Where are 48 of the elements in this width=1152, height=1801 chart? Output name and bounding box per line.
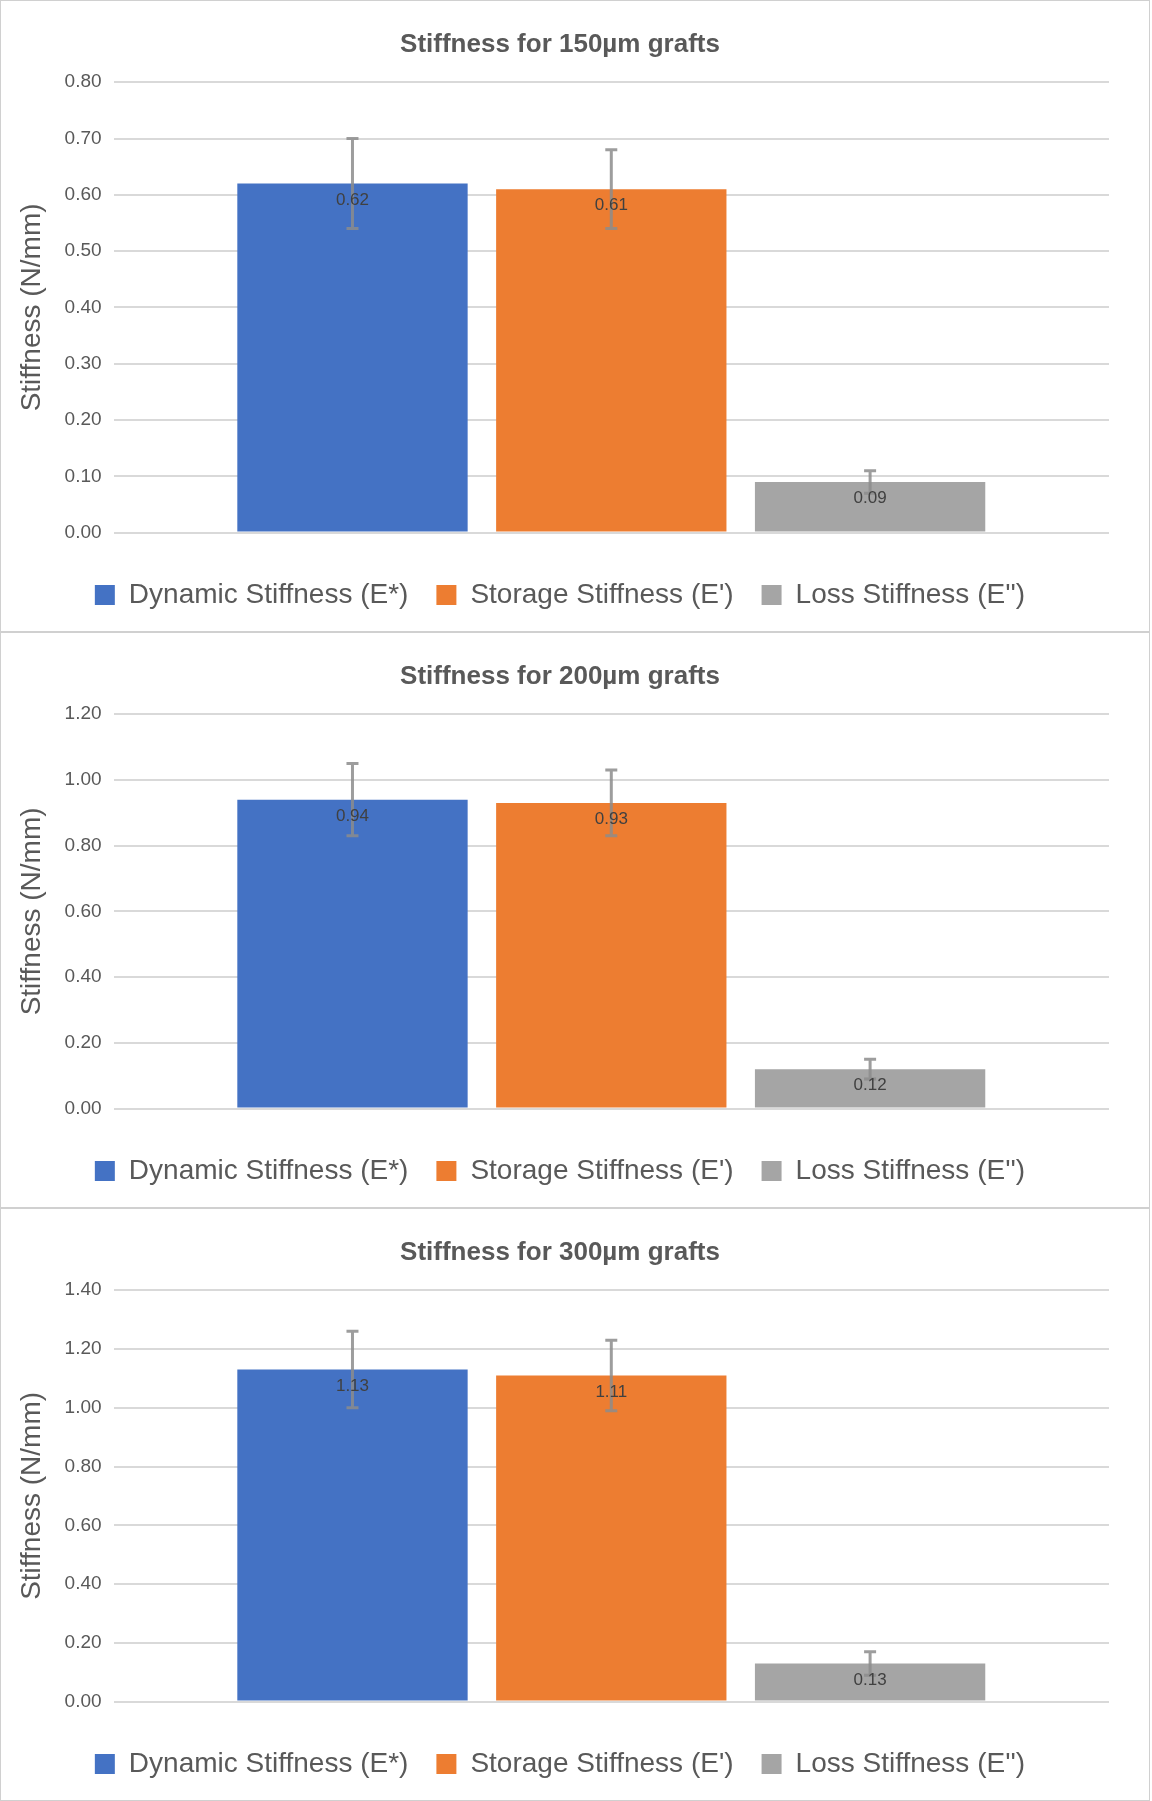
y-tick-label: 0.40 [64, 1572, 102, 1594]
y-tick-label: 0.70 [64, 126, 102, 148]
y-tick-label: 0.80 [64, 833, 102, 855]
y-tick-label: 1.00 [64, 768, 102, 790]
data-label: 0.09 [853, 488, 887, 508]
y-tick-label: 0.80 [64, 70, 102, 92]
y-axis-title: Stiffness (N/mm) [14, 1391, 46, 1600]
legend-label: Storage Stiffness (E') [470, 1153, 734, 1185]
legend-label: Dynamic Stiffness (E*) [128, 1746, 409, 1778]
data-label: 0.12 [853, 1075, 887, 1095]
y-axis-title: Stiffness (N/mm) [14, 203, 46, 412]
y-tick-label: 0.00 [64, 1096, 102, 1118]
data-label: 0.94 [335, 805, 370, 825]
legend-label: Loss Stiffness (E'') [795, 577, 1026, 609]
y-tick-label: 1.40 [64, 1278, 102, 1300]
legend-label: Dynamic Stiffness (E*) [128, 1153, 409, 1185]
y-tick-label: 0.10 [64, 464, 102, 486]
y-tick-label: 0.20 [64, 408, 102, 430]
y-tick-label: 1.20 [64, 1337, 102, 1359]
y-tick-label: 0.00 [64, 1689, 102, 1711]
y-tick-label: 1.00 [64, 1395, 102, 1417]
chart-title: Stiffness for 300µm grafts [400, 1235, 720, 1266]
y-tick-label: 1.20 [64, 702, 102, 724]
data-label: 0.13 [853, 1669, 887, 1689]
y-tick-label: 0.20 [64, 1031, 102, 1053]
legend-label: Storage Stiffness (E') [470, 577, 734, 609]
y-tick-label: 0.20 [64, 1631, 102, 1653]
y-tick-label: 0.40 [64, 965, 102, 987]
legend-label: Loss Stiffness (E'') [795, 1153, 1026, 1185]
chart-title: Stiffness for 150µm grafts [400, 27, 720, 58]
y-tick-label: 0.00 [64, 520, 102, 542]
legend-label: Dynamic Stiffness (E*) [128, 577, 409, 609]
legend-label: Storage Stiffness (E') [470, 1746, 734, 1778]
y-tick-label: 0.60 [64, 183, 102, 205]
data-label: 0.93 [594, 809, 628, 829]
data-label: 1.11 [595, 1381, 628, 1401]
y-tick-label: 0.40 [64, 295, 102, 317]
y-tick-label: 0.60 [64, 1513, 102, 1535]
y-tick-label: 0.80 [64, 1454, 102, 1476]
y-tick-label: 0.50 [64, 239, 102, 261]
data-label: 1.13 [335, 1375, 370, 1395]
y-tick-label: 0.30 [64, 351, 102, 373]
y-axis-title: Stiffness (N/mm) [14, 807, 46, 1016]
data-label: 0.61 [594, 195, 628, 215]
chart-title: Stiffness for 200µm grafts [400, 659, 720, 690]
y-tick-label: 0.60 [64, 899, 102, 921]
data-label: 0.62 [335, 189, 370, 209]
legend-label: Loss Stiffness (E'') [795, 1746, 1026, 1778]
